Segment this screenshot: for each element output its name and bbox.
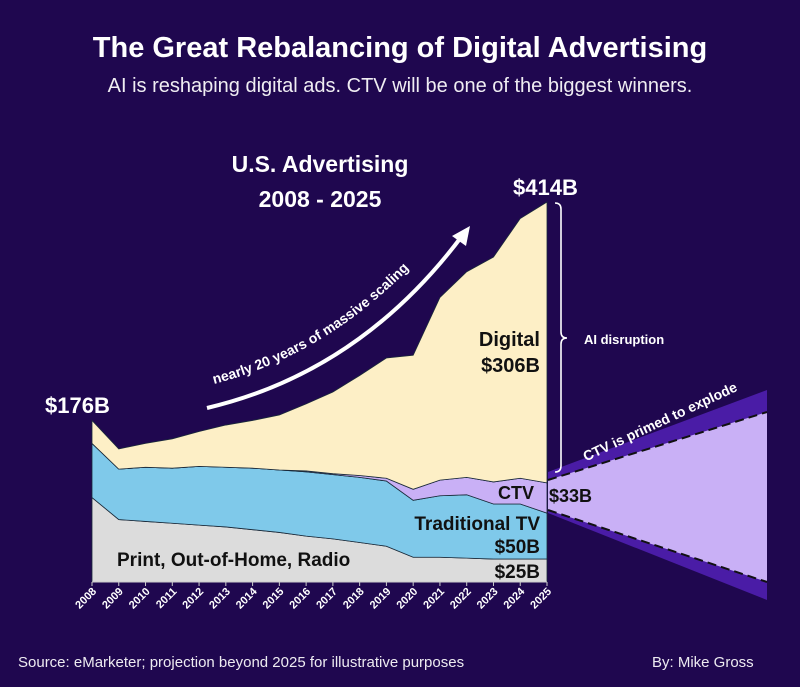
cone-inner (548, 412, 767, 582)
cone-top-dashed-line (547, 411, 768, 481)
x-tick-label: 2018 (341, 586, 367, 612)
end-total-label: $414B (513, 175, 578, 200)
chart-subtitle: 2008 - 2025 (259, 186, 382, 212)
x-tick-label: 2013 (207, 586, 233, 612)
print-value: $25B (495, 562, 540, 583)
x-tick-label: 2025 (528, 586, 554, 612)
chart-title: U.S. Advertising (232, 151, 409, 177)
ctv-value: $33B (549, 486, 592, 506)
x-tick-label: 2016 (287, 586, 313, 612)
traditional-tv-label: Traditional TV (414, 514, 540, 535)
x-tick-label: 2020 (394, 586, 420, 612)
ai-disruption-label: AI disruption (584, 332, 664, 347)
digital-label: Digital (479, 329, 540, 351)
area-digital (91, 201, 548, 490)
growth-arrowhead-icon (452, 226, 470, 246)
start-total-label: $176B (45, 393, 110, 418)
cone-bottom-dashed-line (547, 509, 768, 583)
print-label: Print, Out-of-Home, Radio (117, 550, 350, 571)
x-axis: 2008 2009 2010 2011 2012 2013 2014 2015 2016 2017… (73, 581, 554, 612)
x-tick-label: 2009 (100, 586, 126, 612)
byline: By: Mike Gross (652, 654, 754, 671)
x-tick-label: 2024 (502, 585, 528, 611)
x-tick-label: 2015 (261, 586, 287, 612)
x-tick-label: 2011 (154, 586, 179, 611)
page-title: The Great Rebalancing of Digital Adverti… (93, 32, 707, 64)
ai-disruption-bracket (554, 202, 568, 473)
subtitle: AI is reshaping digital ads. CTV will be… (108, 75, 693, 97)
x-tick-label: 2022 (448, 586, 474, 612)
x-tick-label: 2023 (475, 586, 501, 612)
traditional-tv-value: $50B (495, 537, 540, 558)
digital-value: $306B (481, 355, 540, 377)
x-tick-label: 2021 (421, 586, 447, 612)
x-tick-label: 2017 (314, 586, 340, 612)
ctv-label: CTV (498, 483, 534, 503)
x-tick-label: 2008 (73, 586, 99, 612)
growth-arrow (206, 234, 464, 410)
source-note: Source: eMarketer; projection beyond 202… (18, 654, 464, 671)
x-tick-label: 2019 (368, 586, 394, 612)
x-tick-label: 2010 (127, 586, 153, 612)
x-tick-label: 2014 (234, 585, 260, 611)
x-tick-label: 2012 (180, 586, 206, 612)
